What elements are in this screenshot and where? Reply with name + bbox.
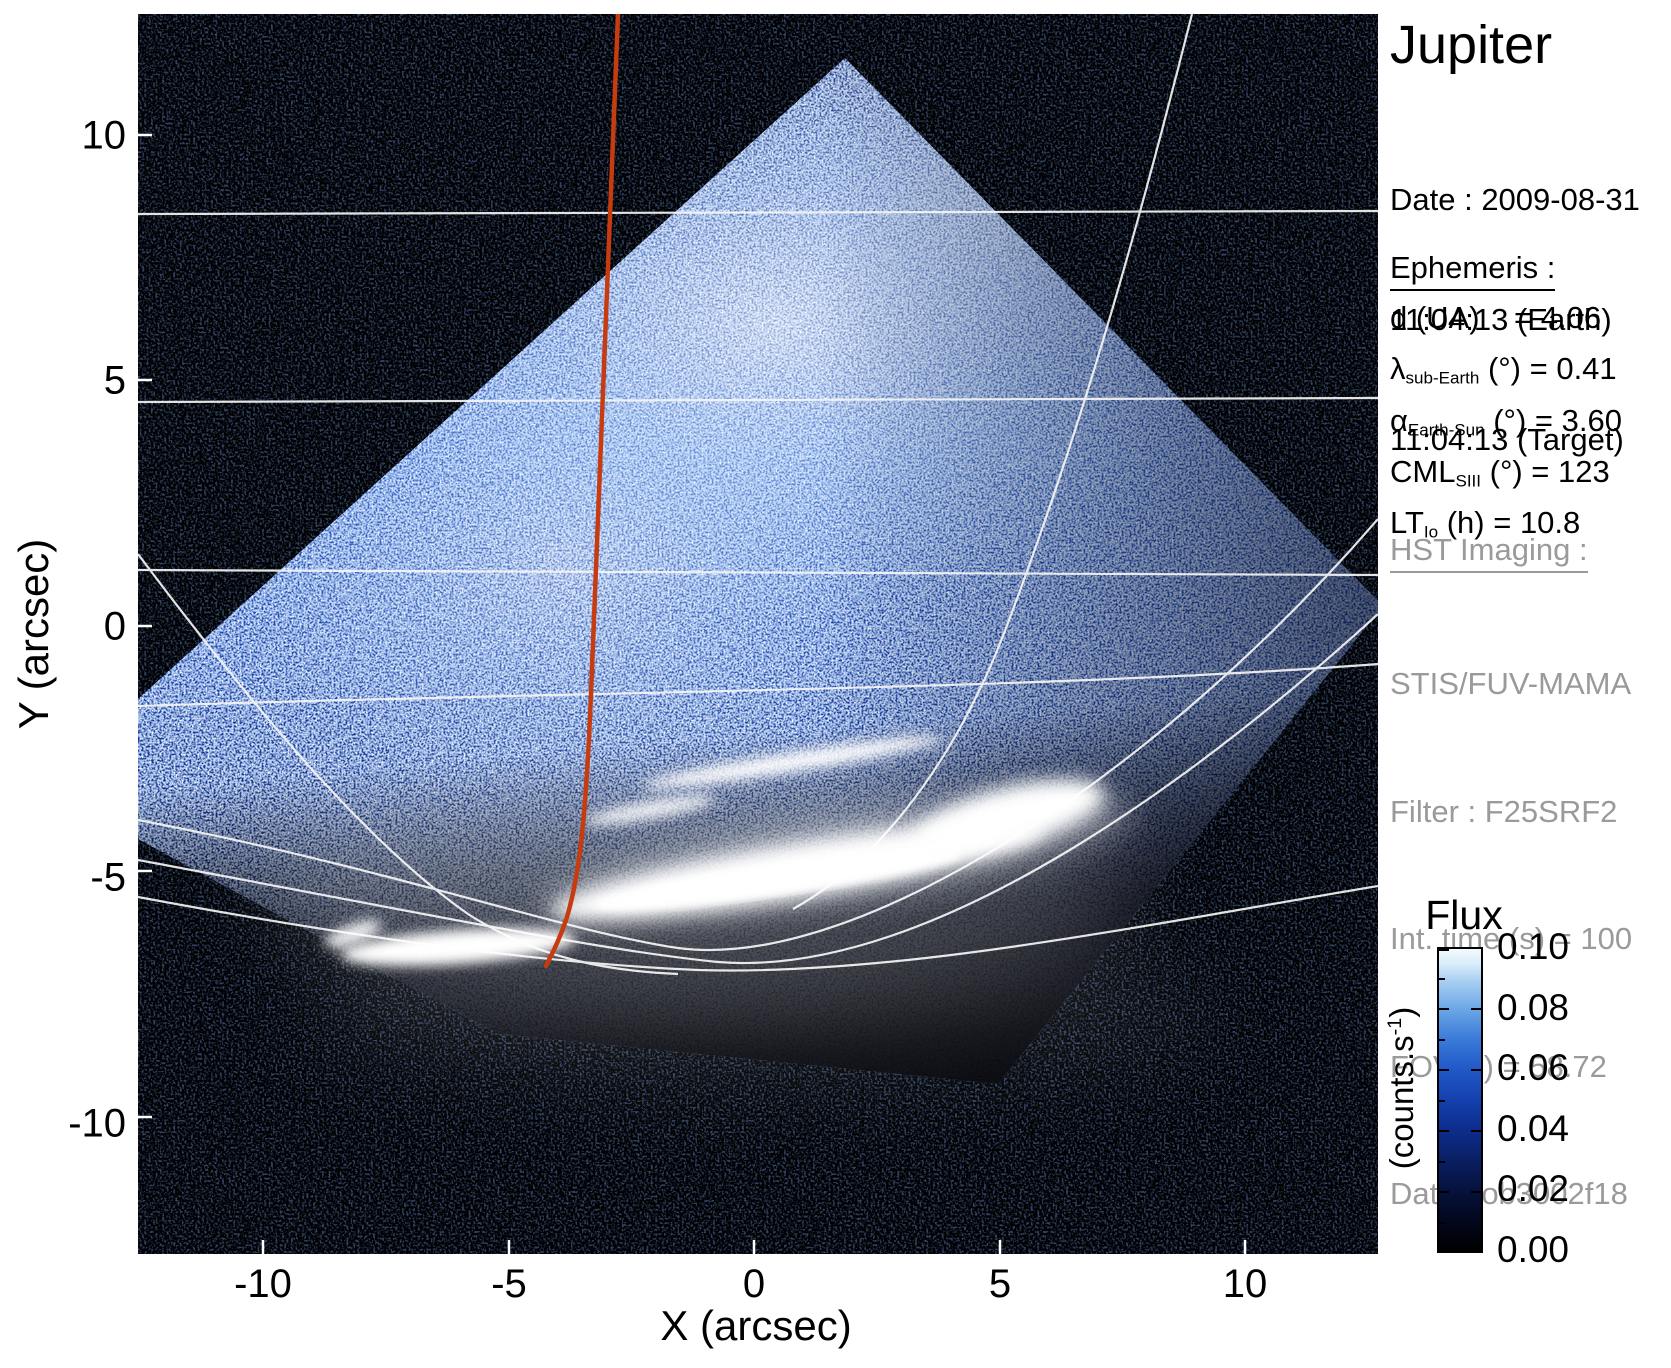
- colorbar-tick-mark: [1439, 1130, 1449, 1132]
- aurora-upper-streak-2: [584, 795, 716, 825]
- x-tick-label: 10: [1222, 1262, 1268, 1306]
- colorbar-tick-mark: [1439, 1222, 1445, 1224]
- ephemeris-line-distance: d (UA) = 4.06: [1390, 297, 1622, 348]
- y-tick-label: -5: [90, 855, 126, 900]
- colorbar-tick-label: 0.08: [1497, 986, 1570, 1028]
- colorbar-tick-mark: [1439, 978, 1445, 980]
- ephemeris-line-cml: CMLSIII (°) = 123: [1390, 451, 1622, 502]
- colorbar-tick-label: 0.06: [1497, 1047, 1570, 1088]
- colorbar-unit-exponent: -1: [1384, 1017, 1406, 1036]
- ephemeris-value: (UA) = 4.06: [1407, 300, 1602, 335]
- aurora-haze: [298, 934, 1218, 1094]
- hst-filter-line: Filter : F25SRF2: [1390, 793, 1618, 829]
- ephemeris-line-lt-io: LTIo (h) = 10.8: [1390, 502, 1622, 553]
- x-tick-label: 5: [988, 1262, 1012, 1306]
- latitude-line: [138, 209, 1378, 216]
- y-axis-title: Y (arcsec): [10, 538, 57, 730]
- ephemeris-symbol: CML: [1390, 453, 1456, 489]
- x-tick-label: -10: [234, 1262, 292, 1306]
- plot-area: [138, 14, 1378, 1254]
- hst-int-time-line: Int. time (s) = 100: [1390, 921, 1633, 956]
- colorbar-tick-label: 0.02: [1497, 1168, 1570, 1209]
- y-tick-label: 10: [81, 113, 127, 158]
- colorbar-tick-mark: [1471, 1008, 1481, 1010]
- aurora-left-hook: [324, 920, 382, 948]
- y-tick-label: 5: [103, 358, 126, 403]
- ephemeris-symbol: d: [1390, 300, 1408, 335]
- colorbar-unit-label: (counts.s-1): [1383, 1007, 1421, 1169]
- colorbar-tick-mark: [1439, 1191, 1449, 1193]
- colorbar-unit-close: ): [1383, 1006, 1420, 1018]
- ephemeris-subscript: sub-Earth: [1405, 368, 1480, 388]
- colorbar-tick-label: 0.00: [1497, 1228, 1570, 1270]
- colorbar-tick-mark: [1439, 949, 1449, 951]
- latitude-line: [138, 396, 1378, 404]
- hst-instrument-line: STIS/FUV-MAMA: [1390, 666, 1632, 701]
- ephemeris-value: (h) = 10.8: [1438, 505, 1581, 540]
- ephemeris-value: (°) = 123: [1481, 453, 1610, 489]
- auroral-emission: [270, 736, 1218, 1094]
- colorbar-tick-mark: [1439, 1008, 1449, 1010]
- ephemeris-line-alpha: αEarth-Sun (°) = 3.60: [1390, 400, 1622, 451]
- ephemeris-list: d (UA) = 4.06 λsub-Earth (°) = 0.41 αEar…: [1390, 297, 1622, 553]
- colorbar-tick-mark: [1471, 1069, 1481, 1071]
- ephemeris-subscript: SIII: [1455, 471, 1482, 490]
- figure-title: Jupiter: [1390, 15, 1553, 75]
- aurora-band-soft: [541, 796, 1135, 922]
- earth-time-line: 11:04:13 (Earth): [1390, 302, 1612, 337]
- aurora-upper-streak: [642, 736, 944, 788]
- colorbar-tick-mark: [1471, 1130, 1481, 1132]
- ephemeris-symbol: α: [1390, 402, 1408, 438]
- colorbar: [1437, 947, 1483, 1253]
- date-line: Date : 2009-08-31: [1390, 182, 1640, 217]
- colorbar-tick-mark: [1439, 1069, 1449, 1071]
- ephemeris-header-text: Ephemeris :: [1390, 250, 1556, 291]
- colorbar-tick-label: 0.04: [1497, 1107, 1570, 1149]
- colorbar-tick-mark: [1439, 1039, 1445, 1041]
- ephemeris-symbol: LT: [1390, 505, 1424, 540]
- ephemeris-value: (°) = 0.41: [1479, 351, 1617, 387]
- sky-image: [138, 14, 1378, 1254]
- latitude-line: [138, 568, 1378, 577]
- colorbar-tick-mark: [1439, 1100, 1445, 1102]
- colorbar-tick-label: 0.10: [1497, 926, 1570, 967]
- colorbar-tick-mark: [1471, 1191, 1481, 1193]
- x-axis-title: X (arcsec): [660, 1302, 852, 1349]
- axis-tick-marks: [138, 133, 1247, 1254]
- ephemeris-line-lambda: λsub-Earth (°) = 0.41: [1390, 348, 1622, 399]
- target-time-line: 11:04:13 (Target): [1390, 422, 1624, 457]
- ephemeris-symbol: λ: [1390, 351, 1406, 387]
- y-tick-label: 0: [103, 604, 126, 649]
- ephemeris-value: (°) = 3.60: [1484, 402, 1622, 438]
- y-tick-label: -10: [68, 1101, 126, 1146]
- hst-imaging-header-text: HST Imaging :: [1390, 532, 1588, 573]
- observation-datetime: Date : 2009-08-31 11:04:13 (Earth) 11:04…: [1390, 100, 1640, 540]
- ephemeris-header: Ephemeris :: [1390, 250, 1556, 291]
- ephemeris-subscript: Earth-Sun: [1407, 419, 1485, 439]
- hst-imaging-header: HST Imaging :: [1390, 532, 1588, 573]
- ephemeris-subscript: Io: [1423, 522, 1439, 542]
- meridian-red-line: [543, 14, 621, 969]
- x-tick-label: -5: [491, 1262, 527, 1306]
- colorbar-unit-main: (counts.s: [1383, 1035, 1420, 1170]
- colorbar-title: Flux: [1425, 892, 1503, 938]
- aurora-left-band: [340, 928, 576, 966]
- colorbar-tick-mark: [1439, 1161, 1445, 1163]
- x-tick-label: 0: [742, 1262, 766, 1306]
- latitude-line: [138, 662, 1378, 708]
